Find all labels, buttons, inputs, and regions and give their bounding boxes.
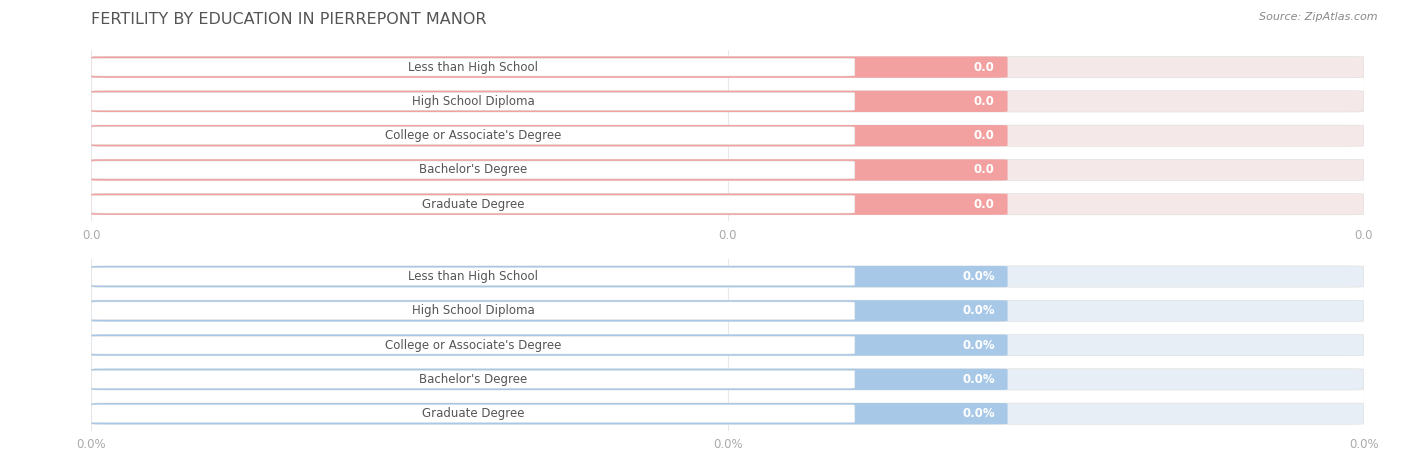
Text: Less than High School: Less than High School — [408, 270, 538, 283]
FancyBboxPatch shape — [91, 403, 1008, 424]
FancyBboxPatch shape — [91, 195, 855, 213]
FancyBboxPatch shape — [91, 369, 1008, 390]
FancyBboxPatch shape — [91, 92, 855, 110]
FancyBboxPatch shape — [91, 369, 1364, 390]
FancyBboxPatch shape — [91, 159, 1008, 180]
Text: College or Associate's Degree: College or Associate's Degree — [385, 129, 561, 142]
Text: 0.0%: 0.0% — [962, 304, 995, 317]
FancyBboxPatch shape — [91, 125, 1008, 146]
Text: Bachelor's Degree: Bachelor's Degree — [419, 163, 527, 177]
FancyBboxPatch shape — [91, 194, 1364, 215]
FancyBboxPatch shape — [91, 127, 855, 145]
FancyBboxPatch shape — [91, 266, 1364, 287]
Text: FERTILITY BY EDUCATION IN PIERREPONT MANOR: FERTILITY BY EDUCATION IN PIERREPONT MAN… — [91, 12, 486, 27]
Text: 0.0%: 0.0% — [962, 407, 995, 420]
FancyBboxPatch shape — [91, 91, 1008, 112]
Text: Graduate Degree: Graduate Degree — [422, 198, 524, 211]
FancyBboxPatch shape — [91, 336, 855, 354]
FancyBboxPatch shape — [91, 58, 855, 76]
FancyBboxPatch shape — [91, 161, 855, 179]
FancyBboxPatch shape — [91, 268, 855, 286]
Text: 0.0%: 0.0% — [962, 338, 995, 352]
Text: College or Associate's Degree: College or Associate's Degree — [385, 338, 561, 352]
Text: Bachelor's Degree: Bachelor's Degree — [419, 373, 527, 386]
FancyBboxPatch shape — [91, 302, 855, 320]
FancyBboxPatch shape — [91, 57, 1008, 78]
FancyBboxPatch shape — [91, 125, 1364, 146]
FancyBboxPatch shape — [91, 266, 1008, 287]
FancyBboxPatch shape — [91, 194, 1008, 215]
FancyBboxPatch shape — [91, 300, 1008, 321]
Text: 0.0%: 0.0% — [962, 270, 995, 283]
Text: Graduate Degree: Graduate Degree — [422, 407, 524, 420]
Text: 0.0: 0.0 — [974, 129, 995, 142]
Text: Less than High School: Less than High School — [408, 60, 538, 74]
Text: 0.0%: 0.0% — [962, 373, 995, 386]
FancyBboxPatch shape — [91, 335, 1364, 356]
FancyBboxPatch shape — [91, 403, 1364, 424]
FancyBboxPatch shape — [91, 159, 1364, 180]
Text: 0.0: 0.0 — [974, 198, 995, 211]
Text: 0.0: 0.0 — [974, 60, 995, 74]
FancyBboxPatch shape — [91, 300, 1364, 321]
Text: 0.0: 0.0 — [974, 163, 995, 177]
Text: Source: ZipAtlas.com: Source: ZipAtlas.com — [1260, 12, 1378, 22]
FancyBboxPatch shape — [91, 91, 1364, 112]
Text: High School Diploma: High School Diploma — [412, 95, 534, 108]
Text: High School Diploma: High School Diploma — [412, 304, 534, 317]
Text: 0.0: 0.0 — [974, 95, 995, 108]
FancyBboxPatch shape — [91, 335, 1008, 356]
FancyBboxPatch shape — [91, 405, 855, 423]
FancyBboxPatch shape — [91, 370, 855, 388]
FancyBboxPatch shape — [91, 57, 1364, 78]
